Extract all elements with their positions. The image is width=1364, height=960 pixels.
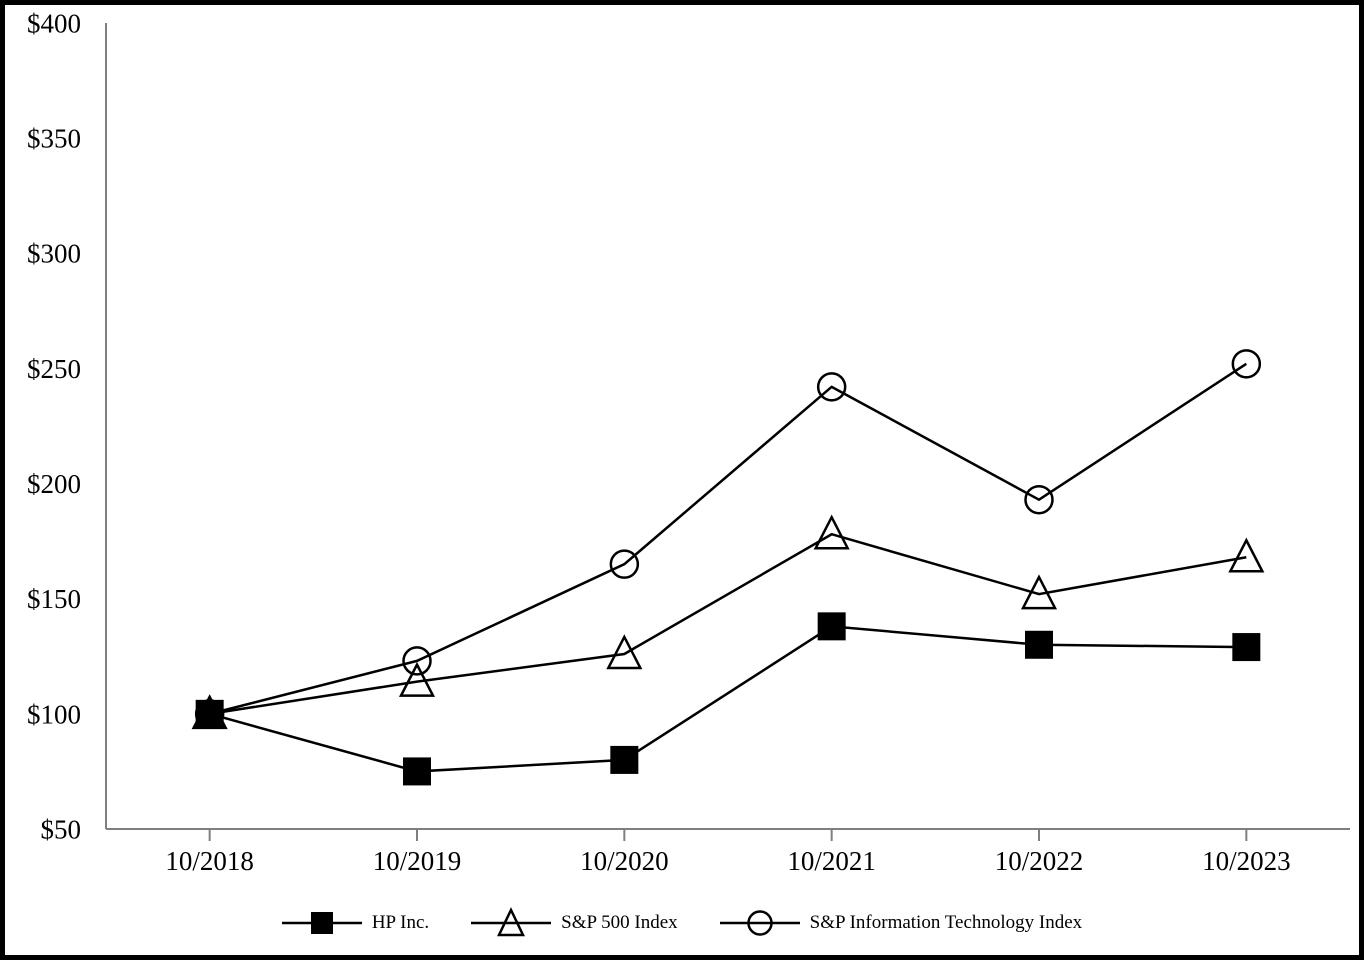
square-marker <box>817 612 846 641</box>
x-tick-label: 10/2020 <box>580 846 669 876</box>
triangle-marker-icon <box>471 907 552 937</box>
performance-line-chart: $50 $100 $150 $200 $250 $300 $350 $400 10/2018 10… <box>27 8 1350 876</box>
square-marker <box>1232 633 1261 662</box>
legend-label-spit: S&P Information Technology Index <box>809 912 1083 933</box>
x-tick-label: 10/2019 <box>373 846 462 876</box>
circle-marker-icon <box>719 910 800 936</box>
y-tick-label: $400 <box>27 8 81 38</box>
circle-marker <box>816 372 847 402</box>
y-tick-label: $100 <box>27 699 81 729</box>
y-tick-label: $250 <box>27 354 81 384</box>
circle-marker <box>402 646 432 676</box>
legend-label-sp500: S&P 500 Index <box>561 912 678 933</box>
square-marker-icon <box>281 912 362 934</box>
square-marker <box>403 757 431 786</box>
y-tick-label: $150 <box>27 584 81 614</box>
triangle-marker <box>606 634 643 670</box>
series-line-1 <box>209 532 1247 716</box>
square-marker <box>610 745 639 774</box>
legend-item-hp: HP Inc. <box>281 907 430 939</box>
circle-marker <box>609 549 640 579</box>
y-tick-label: $300 <box>27 239 81 269</box>
triangle-marker <box>1228 537 1265 573</box>
triangle-marker <box>1020 574 1058 610</box>
y-tick-label: $50 <box>41 814 82 844</box>
square-marker <box>195 699 224 728</box>
x-tick-label: 10/2023 <box>1202 846 1291 876</box>
y-tick-label: $200 <box>27 469 81 499</box>
series-line-0 <box>209 625 1247 773</box>
x-tick-label: 10/2022 <box>995 846 1084 876</box>
legend-label-hp: HP Inc. <box>371 912 430 933</box>
square-marker <box>1025 630 1053 659</box>
x-tick-label: 10/2018 <box>165 846 254 876</box>
circle-marker <box>1231 349 1262 379</box>
series-line-2 <box>209 362 1248 716</box>
legend-item-sp500: S&P 500 Index <box>471 907 678 939</box>
y-tick-label: $350 <box>27 124 81 154</box>
x-tick-label: 10/2021 <box>787 846 876 876</box>
triangle-marker <box>398 661 436 697</box>
triangle-marker <box>813 514 850 550</box>
chart-legend: HP Inc. S&P 500 Index S&P Information Te… <box>5 905 1359 941</box>
circle-marker <box>1024 484 1054 515</box>
legend-item-spit: S&P Information Technology Index <box>719 907 1083 939</box>
